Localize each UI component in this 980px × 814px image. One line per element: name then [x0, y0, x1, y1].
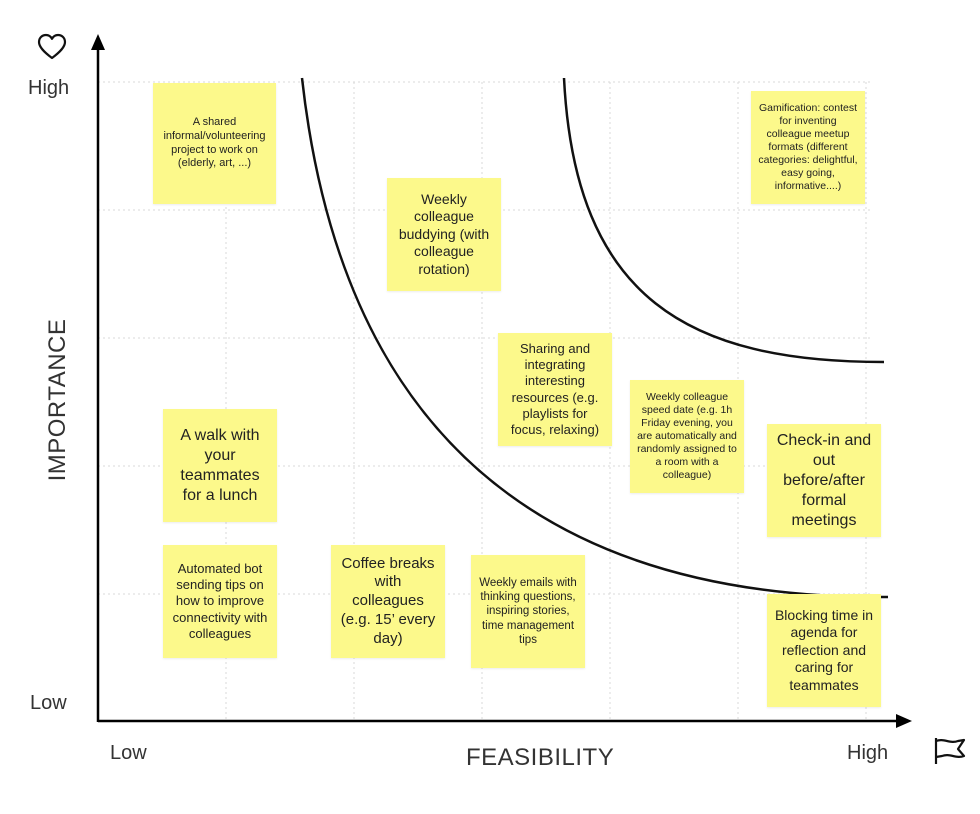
- sticky-note-automated-bot[interactable]: Automated bot sending tips on how to imp…: [163, 545, 277, 658]
- sticky-note-shared-project[interactable]: A shared informal/volunteering project t…: [153, 83, 276, 204]
- y-axis-low-label: Low: [30, 692, 67, 714]
- priority-curve-outer: [562, 77, 885, 364]
- x-axis-title: FEASIBILITY: [466, 744, 615, 771]
- sticky-note-text: A walk with your teammates for a lunch: [180, 426, 260, 504]
- sticky-note-text: Sharing and integrating interesting reso…: [510, 340, 600, 437]
- sticky-note-gamification[interactable]: Gamification: contest for inventing coll…: [751, 91, 865, 204]
- sticky-note-check-in-out[interactable]: Check-in and out before/after formal mee…: [767, 424, 881, 537]
- sticky-note-text: Weekly emails with thinking questions, i…: [479, 576, 577, 647]
- sticky-note-blocking-time[interactable]: Blocking time in agenda for reflection a…: [767, 594, 881, 707]
- axes: [96, 46, 900, 723]
- sticky-note-text: Automated bot sending tips on how to imp…: [172, 560, 268, 641]
- y-axis-high-label: High: [28, 77, 70, 99]
- sticky-note-text: Weekly colleague speed date (e.g. 1h Fri…: [637, 390, 737, 482]
- sticky-note-text: Check-in and out before/after formal mee…: [776, 431, 872, 529]
- y-axis-arrowhead: [91, 34, 105, 50]
- sticky-note-text: Gamification: contest for inventing coll…: [758, 101, 858, 193]
- heart-icon: [37, 33, 67, 60]
- sticky-note-weekly-emails[interactable]: Weekly emails with thinking questions, i…: [471, 555, 585, 668]
- sticky-note-text: Coffee breaks with colleagues (e.g. 15’ …: [340, 554, 436, 647]
- sticky-note-sharing-resources[interactable]: Sharing and integrating interesting reso…: [498, 333, 612, 446]
- x-axis-arrowhead: [896, 714, 912, 728]
- sticky-note-weekly-buddying[interactable]: Weekly colleague buddying (with colleagu…: [387, 178, 501, 291]
- sticky-note-text: Weekly colleague buddying (with colleagu…: [398, 190, 490, 277]
- sticky-note-speed-date[interactable]: Weekly colleague speed date (e.g. 1h Fri…: [630, 380, 744, 493]
- y-axis-title: IMPORTANCE: [44, 318, 71, 482]
- priority-curve-inner: [300, 77, 889, 599]
- sticky-note-text: Blocking time in agenda for reflection a…: [774, 606, 874, 693]
- x-axis-high-label: High: [847, 742, 889, 764]
- flag-icon: [934, 738, 966, 764]
- x-axis-low-label: Low: [110, 742, 147, 764]
- sticky-note-coffee-breaks[interactable]: Coffee breaks with colleagues (e.g. 15’ …: [331, 545, 445, 658]
- sticky-note-text: A shared informal/volunteering project t…: [163, 116, 266, 170]
- sticky-note-walk-lunch[interactable]: A walk with your teammates for a lunch: [163, 409, 277, 522]
